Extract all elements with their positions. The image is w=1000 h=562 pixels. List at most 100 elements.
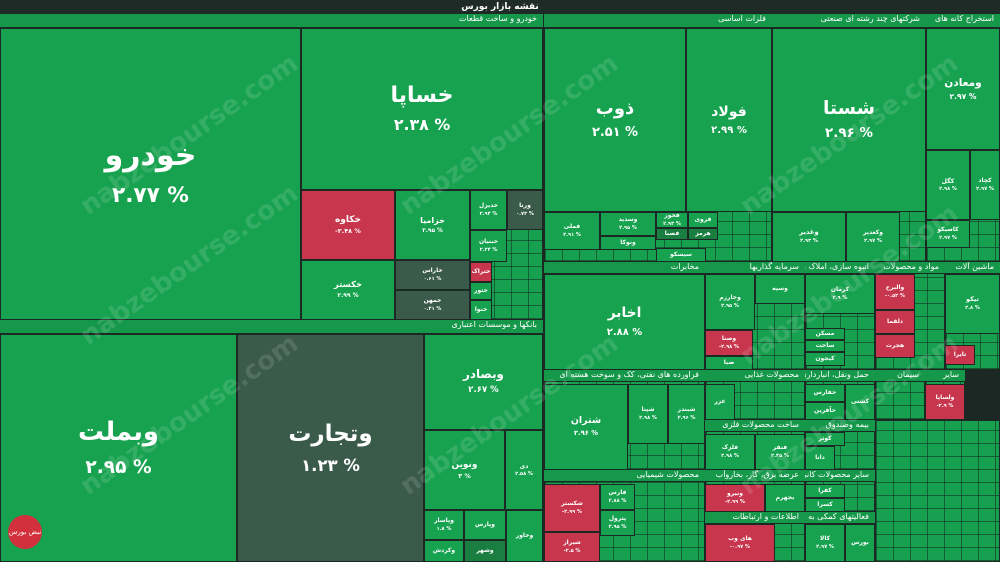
tile-symbol: وصنا (721, 334, 737, 342)
sector-header: سرمایه گذاریها (705, 262, 805, 274)
tile-symbol: شیراز (563, 538, 581, 546)
sector-name: محصولات شیمیایی (636, 470, 699, 479)
tile-symbol: وبملت (78, 416, 159, 447)
tile-symbol: وکغدیر (862, 228, 884, 236)
tile-change: ۲.۸۸ % (606, 326, 643, 338)
tile-symbol: ومعادن (944, 76, 982, 89)
tile: دلقما (875, 310, 915, 334)
sector-name: ساخت محصولات فلزی (722, 420, 799, 429)
tile-change: -۲.۹۹ % (725, 498, 745, 505)
sector-header: محصولات شیمیایی (544, 470, 705, 482)
tile-change: ۲.۳۸ % (393, 115, 451, 135)
tile-change: ۲.۹۹ % (337, 291, 359, 299)
tile: شستا ۲.۹۶ % (772, 28, 926, 212)
tile: کیجون (805, 352, 845, 366)
tile: شبندر ۲.۹۶ % (668, 384, 705, 444)
tile: وپارس (464, 510, 506, 540)
tile-change: ۲.۹۷ % (976, 185, 994, 192)
tile: وتجارت ۱.۲۳ % (237, 334, 424, 562)
tile: کاصیکو ۲.۹۷ % (926, 220, 970, 248)
tile-change: -۰.۵۲ % (885, 292, 905, 299)
tile-symbol: خاراس (422, 266, 443, 274)
tile-change: ۲.۹۵ % (619, 224, 637, 231)
tile: کسرا (805, 498, 845, 512)
tile-symbol: وسپه (772, 284, 788, 292)
tile: وکردش (424, 540, 464, 562)
tile-change: ۳ % (458, 472, 471, 480)
tile-symbol: بجهرم (775, 493, 795, 501)
tile-symbol: خودرو (104, 138, 197, 174)
tile: فروی (688, 212, 718, 228)
tile-change: -۲.۵ % (563, 547, 581, 554)
tile-change: ۲.۹۵ % (608, 523, 627, 530)
sector-header: محصولات غذایی (705, 370, 805, 382)
tile: دی ۲.۵۸ % (505, 430, 543, 510)
sector-header: انبوه سازی، املاک و (805, 262, 875, 274)
tile: خمهن ۰.۴۱ % (395, 290, 470, 320)
tile: خودرو ۲.۷۷ % (0, 28, 301, 320)
tile-symbol: ختور (474, 286, 488, 294)
tile: هجرت (875, 334, 915, 358)
tile-symbol: ونیرو (727, 489, 743, 497)
tile-symbol: بورس (851, 538, 869, 546)
tile-symbol: خبنیان (478, 237, 499, 245)
tile: کفرا (805, 484, 845, 498)
tile-symbol: غزر (714, 397, 726, 405)
sector-header: سایر محصولات کانی (805, 470, 875, 482)
tile: وخاور (506, 510, 543, 562)
tile-symbol: ختراک (471, 267, 491, 275)
tile-symbol: مسکن (815, 329, 835, 337)
tile: دانا (805, 446, 835, 470)
tile-symbol: خساپا (390, 83, 454, 109)
tile-change: ۲.۹۵ % (85, 456, 152, 478)
sector-name: مواد و محصولات (883, 262, 939, 271)
tile-change: ۲.۹۵ % (721, 302, 739, 309)
tile: فولاد ۲.۹۹ % (686, 28, 772, 212)
tile: کرمان ۲.۹ % (805, 274, 875, 314)
tile: شکستر -۲.۹۹ % (544, 484, 600, 532)
tile-change: -۲.۹۸ % (719, 343, 739, 350)
sector-header: بانکها و موسسات اعتباری (0, 320, 543, 334)
tile: حفارس (805, 384, 845, 402)
tile-symbol: وسدید (618, 215, 638, 223)
tile-symbol: والبرح (885, 283, 905, 291)
tile: خاراس ۰.۶۱ % (395, 260, 470, 290)
tile: ختور (470, 282, 492, 300)
tile-symbol: کالا (819, 534, 831, 542)
tile-change: ۲.۹۴ % (479, 210, 498, 217)
tile: وصنا -۲.۹۸ % (705, 330, 753, 356)
tile-symbol: وپاسار (434, 516, 454, 524)
sector-header: مخابرات (544, 262, 705, 274)
tile-change: ۲.۸۸ % (608, 497, 627, 504)
tile-symbol: وپارس (475, 520, 495, 528)
tile-symbol: فولاد (711, 103, 747, 120)
tile-change: ۱.۸ % (436, 525, 452, 532)
sector-header: عرضه برق، گاز، بخاروآب (705, 470, 805, 482)
tile: خساپا ۲.۳۸ % (301, 28, 543, 190)
tile-change: ۲.۹۱ % (563, 231, 581, 238)
tile-symbol: وخاور (515, 531, 534, 539)
tile-change: ۲.۹۷ % (949, 91, 977, 101)
tile: ونوین ۳ % (424, 430, 505, 510)
sector-name: ماشین آلات (955, 262, 994, 271)
tile-change: ۲.۹۸ % (721, 452, 739, 459)
tile: بجهرم (765, 484, 805, 512)
tile: ختراک (470, 262, 492, 282)
tile-symbol: ولساپا (935, 393, 955, 401)
sector-name: عرضه برق، گاز، بخاروآب (715, 470, 799, 479)
tile: کشتی (845, 384, 875, 420)
title-bar: نقشه بازار بورس (0, 0, 1000, 14)
sector-name: سایر محصولات کانی (805, 470, 869, 479)
tile: بورس (845, 524, 875, 562)
tile-change: ۲.۹۷ % (864, 237, 882, 244)
tile-symbol: خزامیا (420, 215, 445, 225)
tile: ونوکا (600, 236, 656, 250)
sector-name: سایر (943, 370, 959, 379)
tile-symbol: سیسکو (670, 250, 692, 258)
tile: شپنا ۲.۹۸ % (628, 384, 668, 444)
tile-symbol: کشتی (850, 397, 870, 405)
sector-header: ماشین آلات (945, 262, 1000, 274)
tile-symbol: ورنا (519, 201, 531, 209)
tile-symbol: کچاد (978, 176, 992, 184)
